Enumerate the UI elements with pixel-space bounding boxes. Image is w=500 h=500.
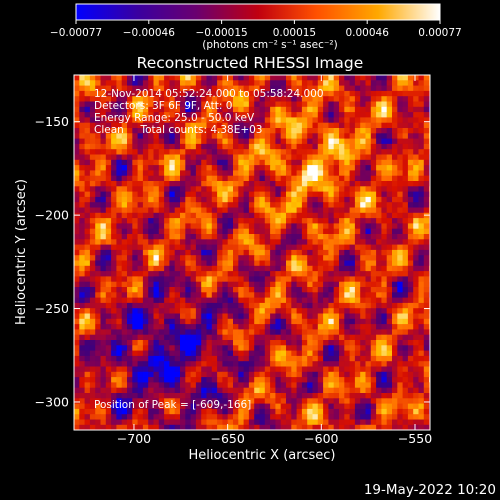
plot-title: Reconstructed RHESSI Image <box>137 54 364 72</box>
y-tick-label: −200 <box>35 208 69 223</box>
annotation-time-range: 12-Nov-2014 05:52:24.000 to 05:58:24.000 <box>94 88 324 100</box>
x-tick-label: −700 <box>117 431 151 446</box>
colorbar-tick-label: −0.00015 <box>195 27 247 39</box>
colorbar-units: (photons cm⁻² s⁻¹ asec⁻²) <box>202 39 337 51</box>
footer-date: 19-May-2022 10:20 <box>364 482 496 498</box>
colorbar-gradient <box>75 3 441 21</box>
annotation-energy: Energy Range: 25.0 - 50.0 keV <box>94 112 255 124</box>
y-axis-title: Heliocentric Y (arcsec) <box>14 179 29 325</box>
y-axis-ticks: −150 −200 −250 −300 <box>35 114 430 409</box>
colorbar: −0.00077 −0.00046 −0.00015 0.00015 0.00046 0.… <box>50 3 462 51</box>
colorbar-tick-label: 0.00046 <box>345 27 389 39</box>
y-tick-label: −150 <box>35 114 69 129</box>
colorbar-tick-labels: −0.00077 −0.00046 −0.00015 0.00015 0.00046 0.… <box>50 27 462 39</box>
x-axis-title: Heliocentric X (arcsec) <box>189 448 336 463</box>
colorbar-tick-label: −0.00046 <box>123 27 176 39</box>
plot-frame <box>73 74 431 431</box>
colorbar-tick-label: 0.00077 <box>418 27 461 39</box>
y-tick-label: −250 <box>35 301 69 316</box>
info-annotations: 12-Nov-2014 05:52:24.000 to 05:58:24.000… <box>94 88 324 411</box>
colorbar-ticks <box>75 20 441 24</box>
x-tick-label: −600 <box>304 431 338 446</box>
annotation-clean: Clean Total counts: 4.38E+03 <box>94 124 263 136</box>
colorbar-tick-label: −0.00077 <box>50 27 102 39</box>
x-tick-label: −650 <box>210 431 244 446</box>
y-tick-label: −300 <box>35 394 69 409</box>
colorbar-tick-label: 0.00015 <box>273 27 316 39</box>
annotation-detectors: Detectors: 3F 6F 9F, Att: 0 <box>94 100 232 112</box>
annotation-peak: Position of Peak = [-609,-166] <box>94 399 251 411</box>
x-axis-ticks: −700 −650 −600 −550 <box>117 75 432 446</box>
heatmap-image <box>74 75 430 430</box>
x-tick-label: −550 <box>398 431 432 446</box>
